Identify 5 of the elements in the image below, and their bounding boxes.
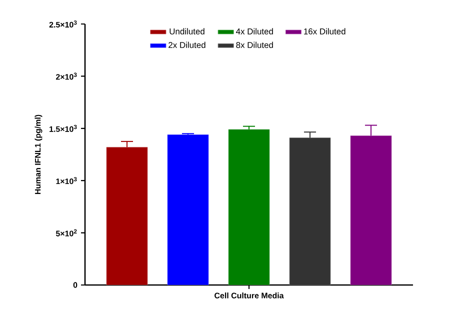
legend-label: 16x Diluted [304,28,346,34]
legend-label: Undiluted [170,28,204,34]
legend-label: 8x Diluted [236,42,273,48]
legend-label: 2x Diluted [168,42,206,48]
legend-label: 4x Diluted [236,28,273,34]
